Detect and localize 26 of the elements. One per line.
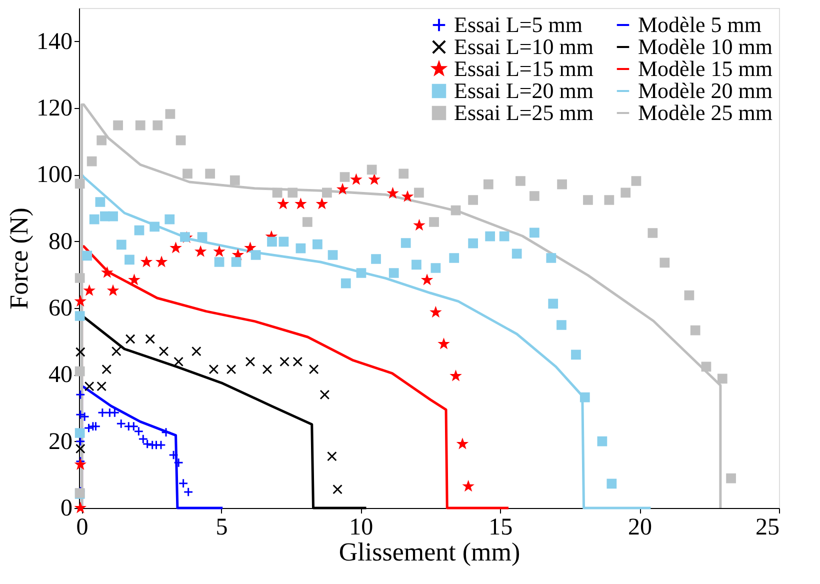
legend-label: Modèle 15 mm bbox=[638, 56, 772, 81]
y-tick-label: 0 bbox=[60, 496, 72, 522]
x-tick-label: 0 bbox=[76, 514, 88, 540]
x-tick-label: 10 bbox=[349, 514, 374, 540]
legend-label: Essai L=5 mm bbox=[454, 12, 583, 37]
legend-label: Essai L=15 mm bbox=[454, 56, 594, 81]
y-tick-label: 60 bbox=[48, 296, 72, 322]
y-tick-label: 140 bbox=[36, 28, 72, 55]
y-tick-label: 120 bbox=[36, 96, 72, 122]
legend-label: Modèle 20 mm bbox=[638, 78, 772, 103]
x-tick-label: 25 bbox=[756, 514, 780, 540]
x-tick-label: 20 bbox=[628, 514, 652, 540]
x-tick-label: 15 bbox=[488, 514, 513, 540]
x-axis-title: Glissement (mm) bbox=[338, 538, 520, 566]
legend-label: Modèle 10 mm bbox=[638, 34, 772, 59]
legend-label: Essai L=10 mm bbox=[454, 34, 594, 59]
y-axis-title: Force (N) bbox=[4, 208, 34, 310]
y-tick-label: 40 bbox=[48, 362, 72, 388]
y-tick-label: 20 bbox=[48, 428, 72, 455]
y-tick-label: 100 bbox=[36, 162, 72, 188]
x-tick-label: 5 bbox=[216, 514, 228, 540]
legend-label: Essai L=25 mm bbox=[454, 100, 594, 125]
y-tick-label: 80 bbox=[48, 228, 72, 255]
legend-label: Modèle 25 mm bbox=[638, 100, 772, 125]
legend-label: Modèle 5 mm bbox=[638, 12, 762, 37]
legend-label: Essai L=20 mm bbox=[454, 78, 594, 103]
